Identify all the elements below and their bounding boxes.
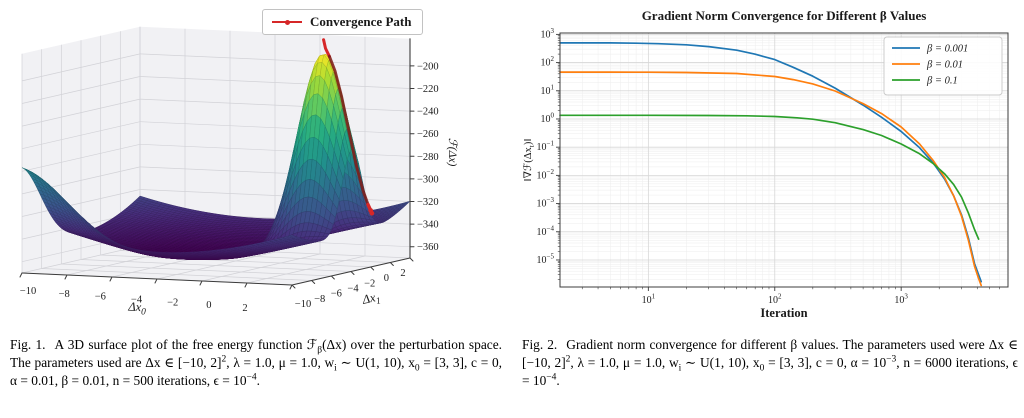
- svg-text:Gradient Norm Convergence for: Gradient Norm Convergence for Different …: [642, 8, 927, 23]
- figure-1: Convergence Path: [0, 0, 516, 332]
- svg-text:10−5: 10−5: [537, 252, 555, 266]
- free-energy-surface-plot: [0, 0, 516, 332]
- svg-text:β = 0.001: β = 0.001: [926, 44, 968, 55]
- svg-text:β = 0.01: β = 0.01: [926, 60, 963, 71]
- svg-text:103: 103: [541, 27, 555, 41]
- figure-2-caption: Fig. 2. Gradient norm convergence for dif…: [522, 336, 1018, 391]
- svg-text:102: 102: [768, 293, 782, 307]
- convergence-path-legend: Convergence Path: [262, 9, 424, 35]
- svg-text:102: 102: [541, 55, 555, 69]
- svg-text:101: 101: [642, 293, 656, 307]
- figure-2-label: Fig. 2.: [522, 337, 558, 352]
- legend-label: Convergence Path: [310, 14, 412, 29]
- svg-text:100: 100: [541, 111, 555, 125]
- figure-2-caption-text: Gradient norm convergence for different …: [522, 337, 1018, 389]
- figure-2: 101 102 103 10−5 10−4 10−3 10−2 10−1 100 101 102 10…: [520, 0, 1024, 330]
- svg-text:10−4: 10−4: [537, 224, 555, 238]
- figure-1-caption-text: A 3D surface plot of the free energy fun…: [10, 337, 502, 389]
- svg-text:β = 0.1: β = 0.1: [926, 76, 958, 87]
- svg-text:10−3: 10−3: [537, 196, 555, 210]
- red-line-marker-icon: [272, 19, 302, 25]
- svg-text:10−1: 10−1: [537, 140, 555, 154]
- figure-1-label: Fig. 1.: [10, 337, 46, 352]
- svg-text:Iteration: Iteration: [760, 306, 807, 320]
- gradient-norm-convergence-plot: 101 102 103 10−5 10−4 10−3 10−2 10−1 100 101 102 10…: [522, 8, 1009, 320]
- svg-text:101: 101: [541, 83, 555, 97]
- figure-1-caption: Fig. 1. A 3D surface plot of the free ene…: [10, 336, 502, 391]
- svg-text:103: 103: [894, 293, 908, 307]
- svg-text:10−2: 10−2: [537, 168, 555, 182]
- svg-text:‖∇ℱ(Δxt)‖: ‖∇ℱ(Δxt)‖: [522, 139, 536, 182]
